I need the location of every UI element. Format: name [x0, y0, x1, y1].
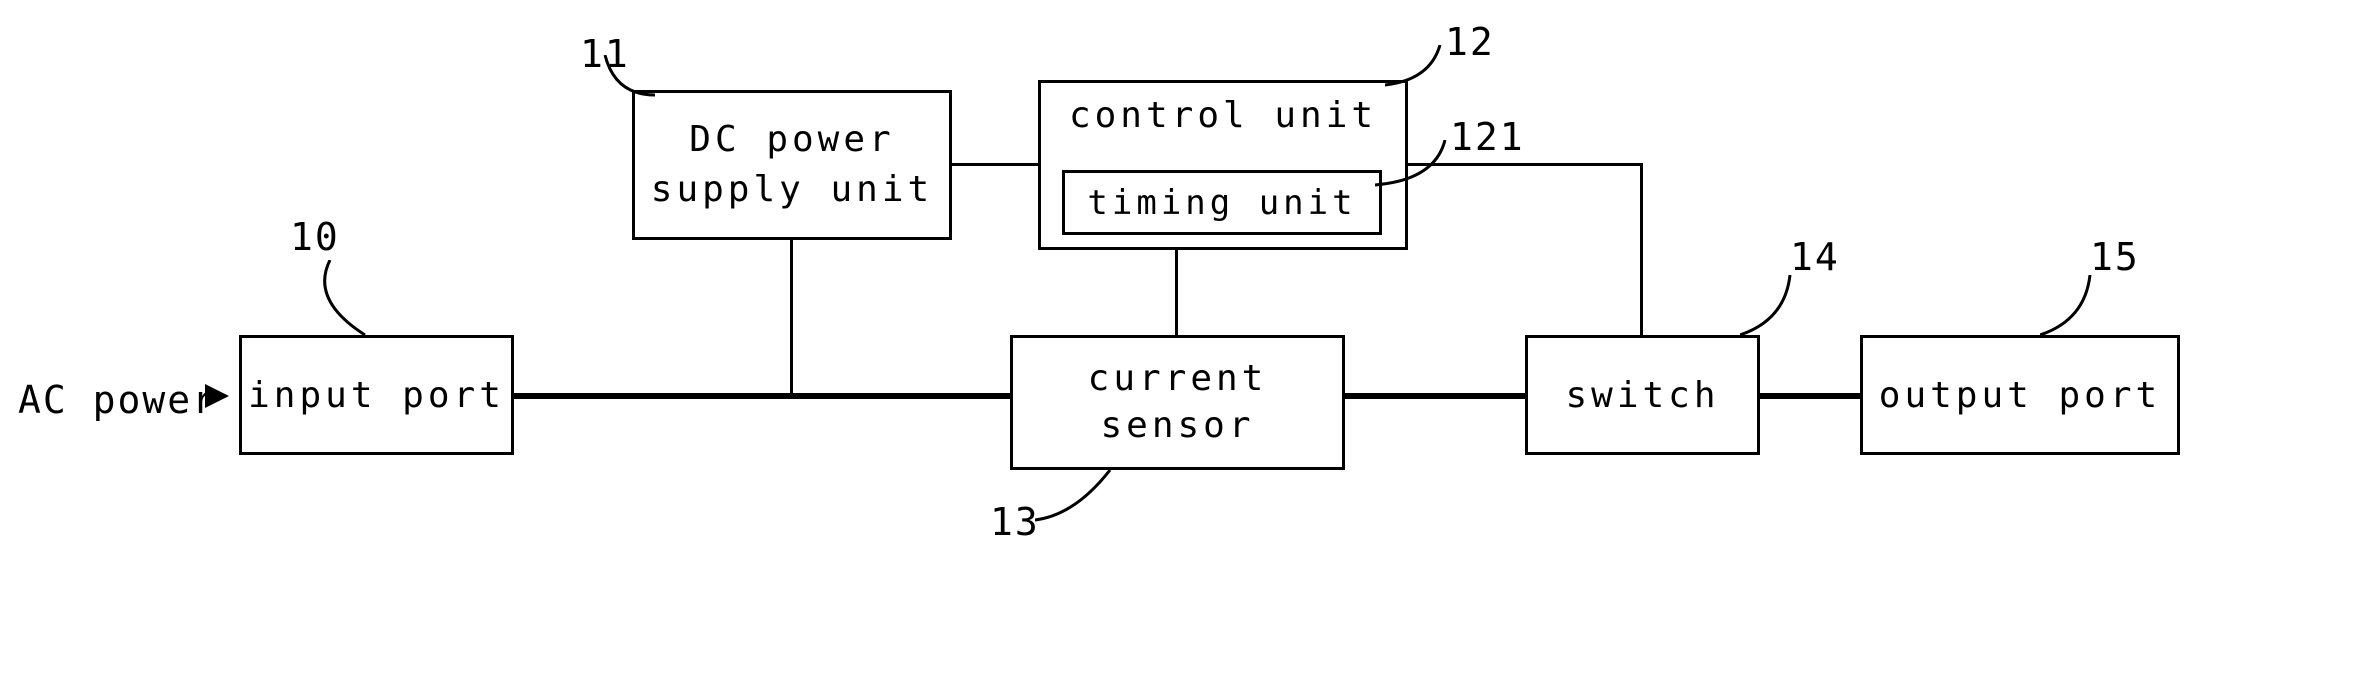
line-switch-output: [1760, 393, 1860, 399]
block-diagram: AC power input port 10 DC power supply u…: [0, 0, 2368, 685]
ref-12: 12: [1445, 20, 1495, 64]
switch-text: switch: [1565, 375, 1719, 416]
output-port-block: output port: [1860, 335, 2180, 455]
line-sensor-switch: [1345, 393, 1525, 399]
arrow-ac-input: [205, 384, 229, 408]
ref-14: 14: [1790, 235, 1840, 279]
line-dc-tap: [790, 240, 793, 396]
line-input-sensor: [514, 393, 1010, 399]
ref-13: 13: [990, 500, 1040, 544]
ref-10: 10: [290, 215, 340, 259]
ref-10-curve: [310, 260, 380, 340]
input-port-block: input port: [239, 335, 514, 455]
ref-14-curve: [1740, 275, 1795, 340]
line-control-switch-v: [1640, 163, 1643, 338]
ref-13-curve: [1035, 470, 1115, 525]
ref-12-curve: [1385, 45, 1445, 90]
current-sensor-text: current sensor: [1088, 356, 1268, 450]
dc-power-text: DC power supply unit: [651, 115, 933, 216]
line-control-switch-h: [1408, 163, 1643, 166]
switch-block: switch: [1525, 335, 1760, 455]
control-unit-text: control unit: [1069, 95, 1377, 136]
output-port-text: output port: [1879, 375, 2161, 416]
ac-power-label: AC power: [18, 378, 217, 422]
line-dc-control: [952, 163, 1038, 166]
ref-15-curve: [2040, 275, 2095, 340]
current-sensor-block: current sensor: [1010, 335, 1345, 470]
ref-121: 121: [1450, 115, 1525, 159]
timing-unit-block: timing unit: [1062, 170, 1382, 235]
input-port-text: input port: [248, 375, 505, 416]
ref-15: 15: [2090, 235, 2140, 279]
ref-11-curve: [600, 55, 660, 105]
line-control-sensor: [1175, 250, 1178, 335]
dc-power-block: DC power supply unit: [632, 90, 952, 240]
timing-unit-text: timing unit: [1087, 183, 1356, 223]
